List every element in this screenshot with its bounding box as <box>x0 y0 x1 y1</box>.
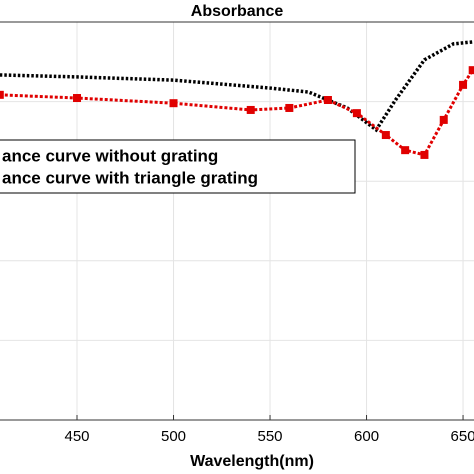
marker <box>323 96 332 105</box>
marker <box>381 131 390 140</box>
x-tick-label: 450 <box>64 428 89 445</box>
legend-label: ance curve with triangle grating <box>2 168 258 187</box>
marker <box>401 146 410 155</box>
marker <box>468 66 474 75</box>
legend-label: ance curve without grating <box>2 146 218 165</box>
chart-title: Absorbance <box>191 3 284 20</box>
marker <box>459 80 468 89</box>
series-line <box>0 40 473 133</box>
x-tick-label: 500 <box>161 428 186 445</box>
marker <box>420 150 429 159</box>
x-tick-label: 650 <box>451 428 474 445</box>
marker <box>246 105 255 114</box>
marker <box>352 109 361 118</box>
legend: ance curve without grating ance curve wit… <box>0 139 356 194</box>
legend-box <box>0 139 356 194</box>
x-tick-label: 550 <box>258 428 283 445</box>
marker <box>169 99 178 108</box>
x-axis-label: Wavelength(nm) <box>190 453 314 470</box>
marker <box>285 103 294 112</box>
marker <box>73 94 82 103</box>
marker <box>0 90 4 99</box>
marker <box>439 115 448 124</box>
x-tick-label: 600 <box>354 428 379 445</box>
